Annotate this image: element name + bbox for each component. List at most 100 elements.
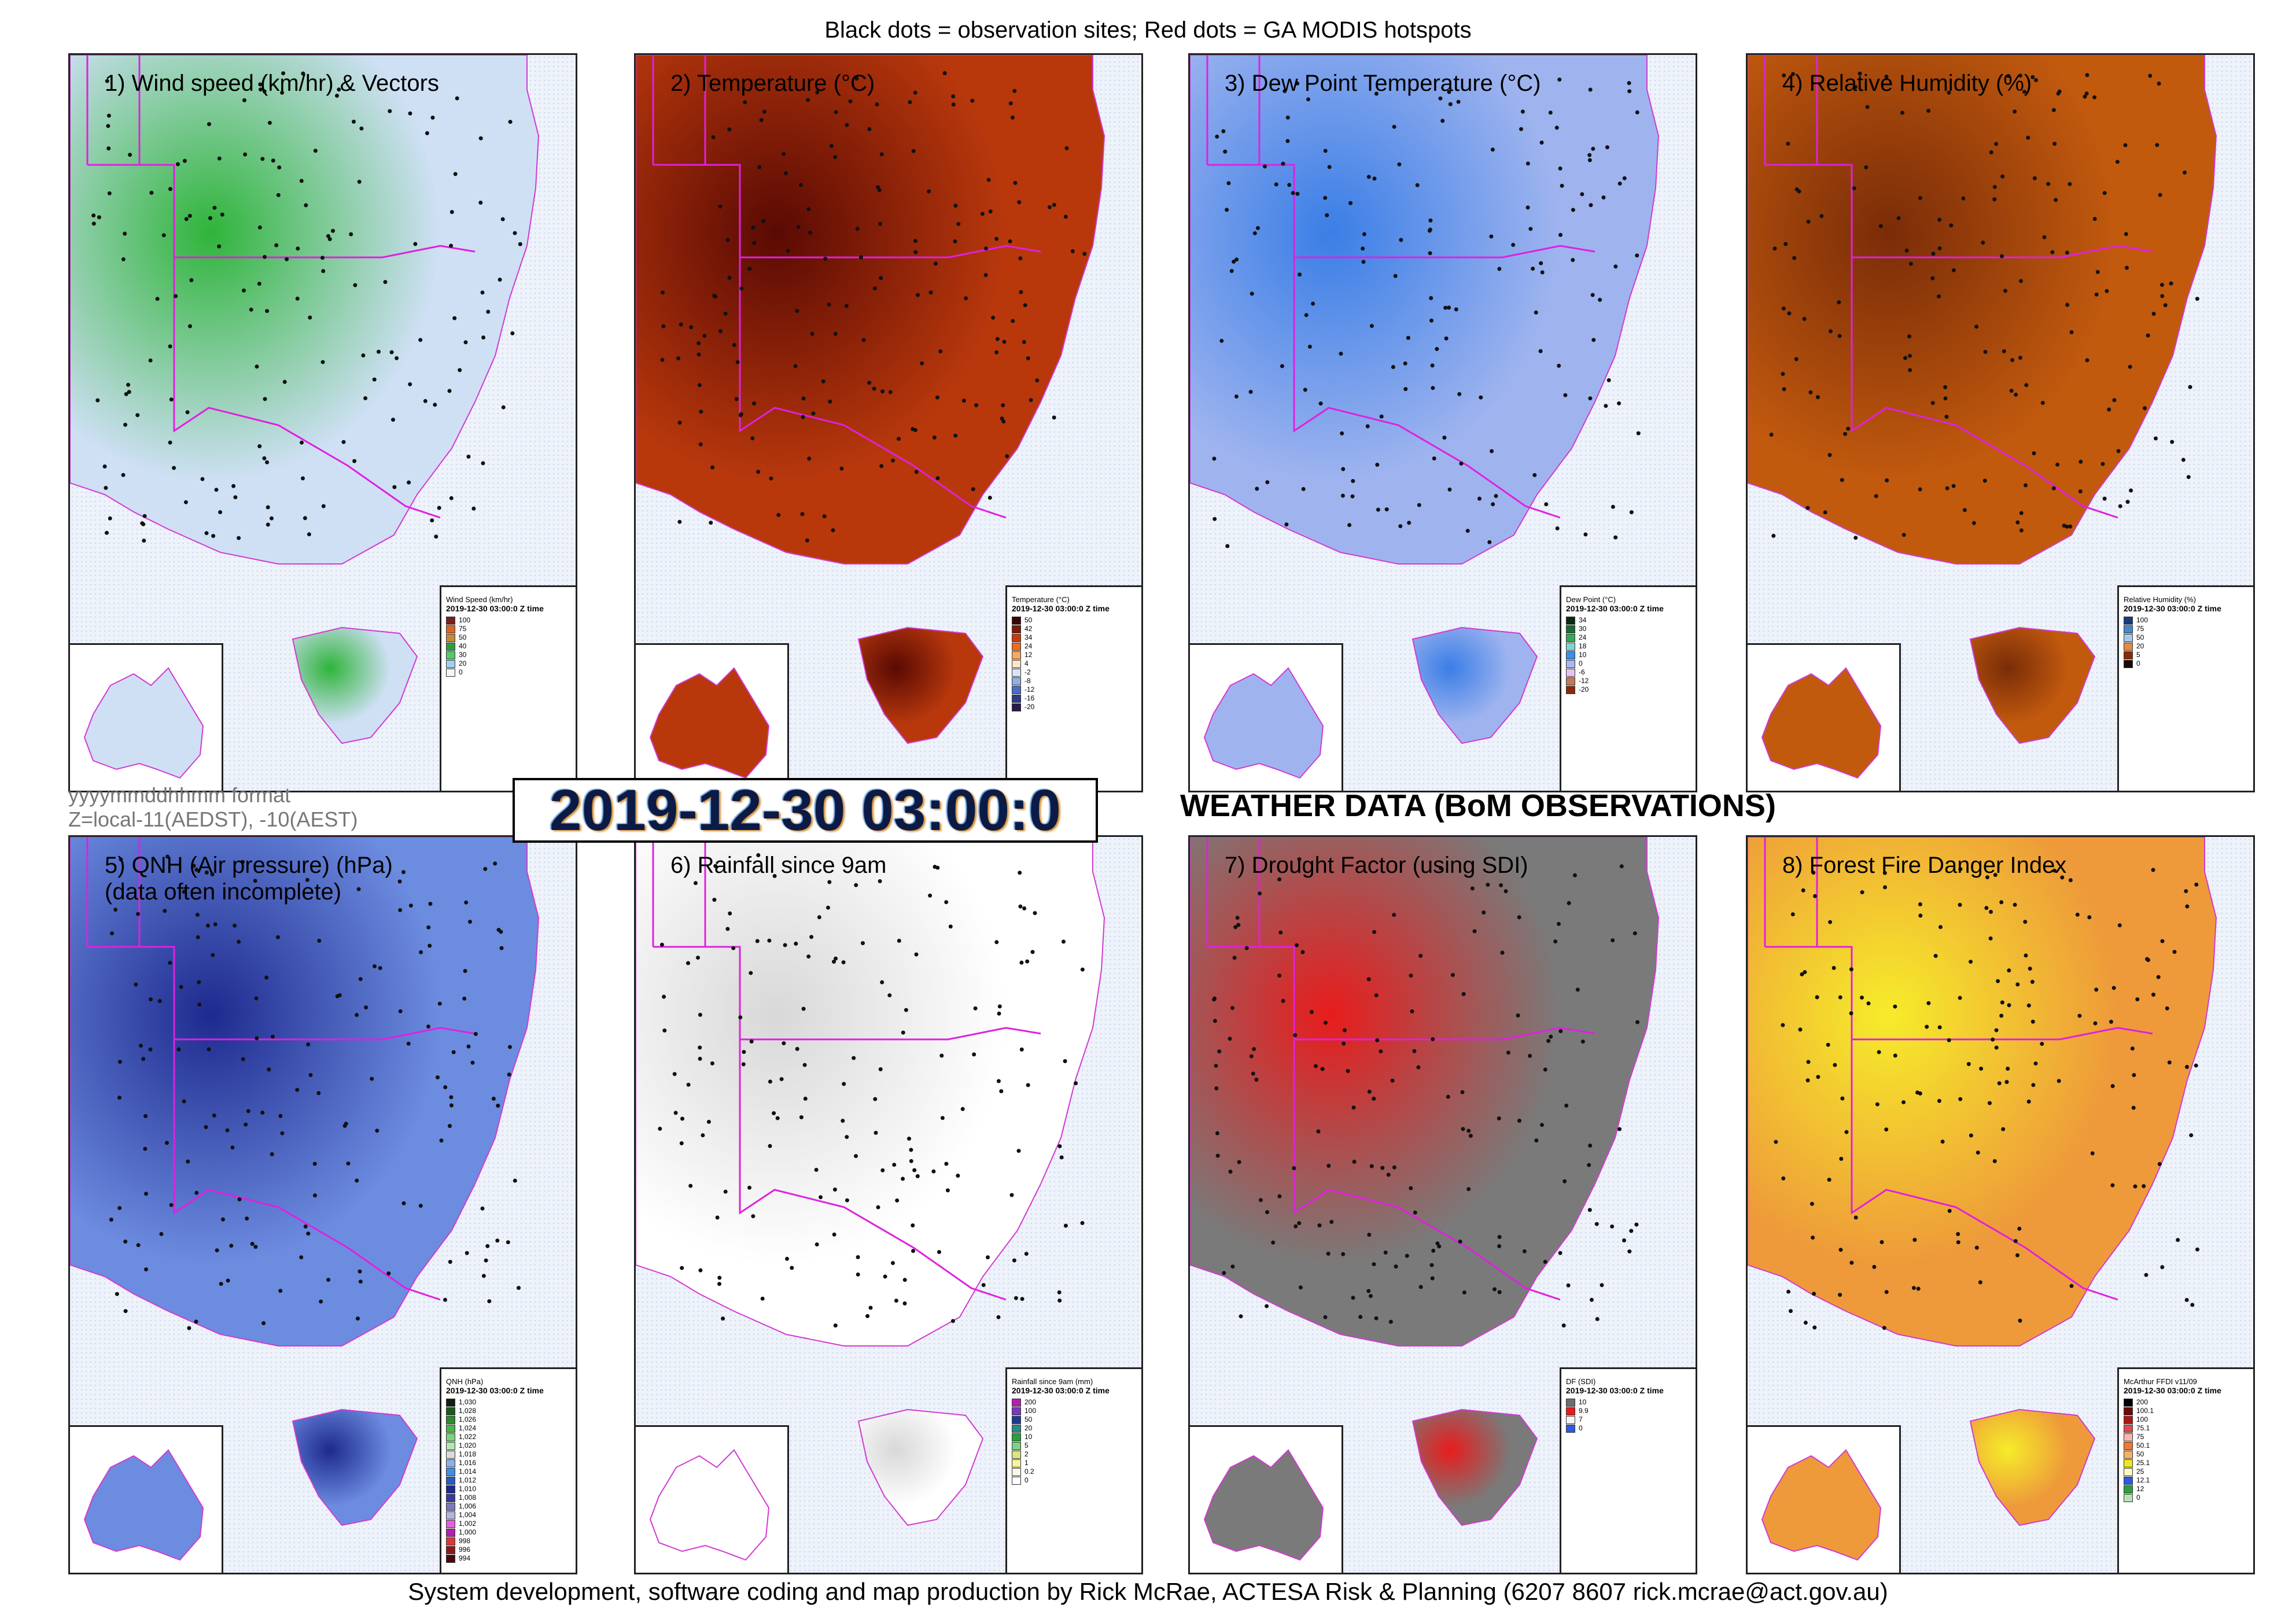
observation-site-dot xyxy=(743,100,747,105)
observation-site-dot xyxy=(1297,1221,1302,1226)
observation-site-dot xyxy=(909,1159,913,1163)
observation-site-dot xyxy=(481,335,486,340)
observation-site-dot xyxy=(1627,1249,1632,1254)
observation-site-dot xyxy=(491,1097,496,1101)
observation-site-dot xyxy=(1877,1050,1881,1054)
observation-site-dot xyxy=(897,939,901,943)
observation-site-dot xyxy=(1580,1039,1585,1044)
observation-site-dot xyxy=(916,293,920,297)
observation-site-dot xyxy=(2067,182,2072,186)
observation-site-dot xyxy=(834,110,838,115)
observation-site-dot xyxy=(1831,966,1836,970)
observation-site-dot xyxy=(1410,1009,1414,1013)
observation-site-dot xyxy=(1786,142,1790,146)
observation-site-dot xyxy=(373,964,377,969)
observation-site-dot xyxy=(187,213,192,218)
observation-site-dot xyxy=(867,127,872,131)
observation-site-dot xyxy=(449,1095,454,1100)
observation-site-dot xyxy=(1372,176,1377,181)
observation-site-dot xyxy=(455,96,459,101)
observation-site-dot xyxy=(473,1032,478,1036)
observation-site-dot xyxy=(1418,954,1423,958)
observation-site-dot xyxy=(867,381,872,385)
observation-site-dot xyxy=(1499,883,1503,887)
observation-site-dot xyxy=(1588,87,1593,92)
observation-site-dot xyxy=(1383,1251,1388,1255)
legend-swatch xyxy=(1012,625,1021,633)
observation-site-dot xyxy=(994,237,999,241)
observation-site-dot xyxy=(257,282,261,286)
observation-site-dot xyxy=(680,1116,684,1121)
observation-site-dot xyxy=(1416,1065,1421,1069)
observation-site-dot xyxy=(361,353,366,357)
observation-site-dot xyxy=(768,1079,772,1084)
observation-site-dot xyxy=(471,506,476,511)
observation-site-dot xyxy=(1318,401,1323,406)
observation-site-dot xyxy=(1575,987,1580,992)
observation-site-dot xyxy=(355,1013,359,1017)
observation-site-dot xyxy=(2155,143,2159,147)
observation-site-dot xyxy=(1030,950,1035,954)
observation-site-dot xyxy=(1447,90,1451,94)
observation-site-dot xyxy=(2007,1003,2011,1008)
observation-site-dot xyxy=(355,1178,359,1183)
legend-label: 1,004 xyxy=(459,1511,477,1519)
legend-swatch xyxy=(1566,1398,1575,1407)
observation-site-dot xyxy=(888,390,893,394)
legend-label: 1,024 xyxy=(459,1424,477,1432)
observation-site-dot xyxy=(2018,73,2022,78)
observation-site-dot xyxy=(1244,946,1249,950)
observation-site-dot xyxy=(2194,1063,2198,1068)
observation-site-dot xyxy=(1348,201,1353,205)
legend-swatch xyxy=(2124,633,2133,642)
observation-site-dot xyxy=(2189,1133,2194,1138)
tasmania-area xyxy=(292,626,418,744)
observation-site-dot xyxy=(453,172,458,176)
observation-site-dot xyxy=(1838,995,1842,999)
observation-site-dot xyxy=(395,356,399,360)
legend-label: 1,012 xyxy=(459,1476,477,1484)
observation-site-dot xyxy=(358,1269,362,1274)
legend-swatch xyxy=(446,651,455,659)
observation-site-dot xyxy=(1295,191,1300,196)
observation-site-dot xyxy=(436,1075,440,1080)
observation-site-dot xyxy=(1284,522,1289,527)
observation-site-dot xyxy=(1790,72,1795,76)
observation-site-dot xyxy=(799,1115,804,1120)
legend-label: 50.1 xyxy=(2136,1441,2150,1449)
observation-site-dot xyxy=(1459,462,1464,466)
legend-label: 200 xyxy=(2136,1398,2148,1406)
observation-site-dot xyxy=(1925,1024,1929,1029)
observation-site-dot xyxy=(710,1061,714,1065)
observation-site-dot xyxy=(983,273,988,277)
panel-title: 4) Relative Humidity (%) xyxy=(1782,71,2032,96)
observation-site-dot xyxy=(470,1060,475,1065)
observation-site-dot xyxy=(1059,1155,1064,1160)
observation-site-dot xyxy=(688,1183,693,1188)
legend-swatch xyxy=(446,1450,455,1459)
observation-site-dot xyxy=(1248,390,1253,394)
legend-item: -16 xyxy=(1012,694,1034,703)
legend-item: 12.1 xyxy=(2124,1476,2154,1485)
observation-site-dot xyxy=(1300,950,1305,954)
observation-site-dot xyxy=(1481,910,1486,915)
observation-site-dot xyxy=(1852,186,1856,190)
observation-site-dot xyxy=(1794,187,1799,191)
observation-site-dot xyxy=(270,1152,274,1156)
observation-site-dot xyxy=(1774,1139,1778,1144)
legend-items: 34 30 24 18 10 0 -6 -12 -20 xyxy=(1566,616,1589,694)
observation-site-dot xyxy=(398,1009,403,1013)
observation-site-dot xyxy=(1252,1047,1256,1052)
observation-site-dot xyxy=(1280,364,1284,368)
observation-site-dot xyxy=(902,1278,907,1282)
legend-item: 5 xyxy=(1012,1441,1036,1450)
observation-site-dot xyxy=(128,153,132,157)
observation-site-dot xyxy=(951,102,956,107)
observation-site-dot xyxy=(1937,246,1942,250)
observation-site-dot xyxy=(845,1198,849,1203)
observation-site-dot xyxy=(686,1082,691,1087)
observation-site-dot xyxy=(110,931,114,936)
observation-site-dot xyxy=(1237,1160,1241,1164)
tasmania-area xyxy=(857,626,984,744)
observation-site-dot xyxy=(1228,1036,1232,1041)
